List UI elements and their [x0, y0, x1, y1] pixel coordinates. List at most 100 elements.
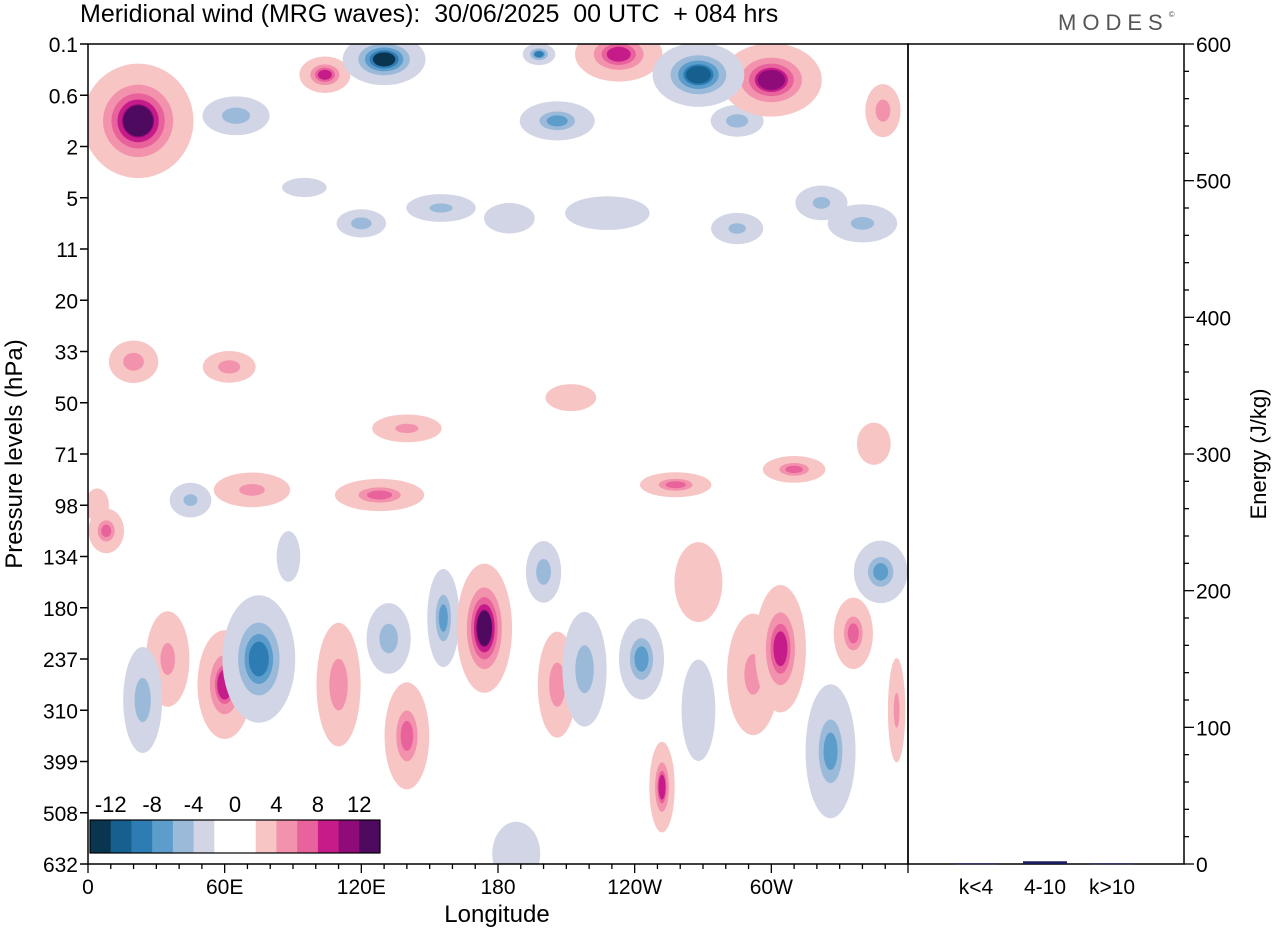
energy-bar [954, 863, 998, 865]
positive-wind-contour [856, 422, 891, 465]
negative-wind-contour [823, 732, 838, 770]
negative-wind-contour [222, 107, 251, 124]
colorbar-frame [89, 819, 381, 854]
colorbar-swatch [297, 820, 319, 853]
positive-wind-contour [476, 610, 492, 646]
positive-wind-contour [239, 484, 265, 496]
pressure-tick-label: 98 [55, 495, 78, 518]
energy-bar [1023, 861, 1067, 864]
pressure-tick-label: 11 [56, 239, 78, 262]
positive-wind-contour [893, 692, 900, 728]
positive-wind-contour [847, 623, 859, 644]
positive-wind-contour [658, 774, 666, 800]
colorbar-swatch [255, 820, 277, 853]
pressure-tick-label: 5 [66, 188, 78, 211]
negative-wind-contour [546, 115, 568, 127]
positive-wind-contour [123, 105, 154, 137]
colorbar-swatch [276, 820, 298, 853]
positive-wind-contour [606, 46, 631, 62]
energy-tick-label: 100 [1196, 717, 1231, 740]
energy-tick-label: 200 [1196, 581, 1231, 604]
longitude-axis-label: Longitude [444, 901, 549, 928]
negative-wind-contour [372, 52, 396, 67]
logo-text: MODES [1058, 10, 1169, 35]
pressure-tick-label: 237 [43, 649, 78, 672]
positive-wind-contour [545, 384, 597, 412]
pressure-tick-label: 71 [55, 444, 78, 467]
pressure-axis-label: Pressure levels (hPa) [1, 339, 28, 568]
negative-wind-contour [685, 66, 711, 84]
pressure-axis: 0.1 0.6 2 5 11 20 33 50 71 98 134 180 237 310 399 508 63… [43, 34, 88, 877]
longitude-tick-label: 60E [206, 876, 243, 899]
positive-wind-contour [785, 465, 803, 474]
negative-wind-contour [248, 641, 269, 677]
colorbar-swatch [110, 820, 132, 853]
energy-tick-label: 600 [1196, 34, 1231, 57]
negative-wind-contour [438, 604, 448, 632]
pressure-tick-label: 0.6 [49, 85, 78, 108]
colorbar-label: -8 [142, 792, 162, 817]
pressure-tick-label: 33 [55, 342, 78, 365]
colorbar-label: 8 [312, 792, 324, 817]
colorbar-label: -12 [95, 792, 127, 817]
negative-wind-contour [484, 203, 535, 234]
negative-wind-contour [282, 177, 327, 198]
energy-axis: 0 100 200 300 400 500 600 [1184, 34, 1231, 877]
colorbar-label: -4 [184, 792, 204, 817]
positive-wind-contour [218, 360, 241, 374]
negative-wind-contour [134, 677, 151, 723]
pressure-tick-label: 508 [43, 803, 78, 826]
colorbar-label: 4 [270, 792, 282, 817]
pressure-tick-label: 20 [55, 290, 78, 313]
pressure-tick-label: 2 [66, 137, 78, 160]
negative-wind-contour [728, 223, 746, 234]
energy-tick-label: 300 [1196, 444, 1231, 467]
negative-wind-contour [183, 494, 198, 506]
negative-wind-contour [536, 558, 551, 585]
colorbar-label: 12 [347, 792, 371, 817]
energy-categories: k<4 4-10 k>10 [959, 876, 1135, 899]
colorbar-swatch [90, 820, 112, 853]
energy-category-label: 4-10 [1024, 876, 1066, 899]
positive-wind-contour [773, 631, 788, 667]
pressure-tick-label: 632 [43, 854, 78, 877]
positive-wind-contour [123, 352, 144, 371]
negative-wind-contour [873, 563, 889, 581]
colorbar-swatch [172, 820, 195, 853]
energy-category-label: k>10 [1089, 876, 1135, 899]
negative-wind-contour [429, 203, 453, 213]
negative-wind-contour [350, 217, 372, 230]
energy-bar [1090, 863, 1134, 865]
positive-wind-contour [101, 524, 112, 538]
energy-tick-label: 400 [1196, 307, 1231, 330]
colorbar-swatch [359, 820, 381, 853]
positive-wind-contour [400, 720, 414, 751]
chart-title: Meridional wind (MRG waves): 30/06/2025 … [80, 0, 779, 28]
negative-wind-contour [565, 196, 650, 231]
negative-wind-contour [681, 659, 716, 761]
energy-tick-label: 0 [1196, 854, 1208, 877]
negative-wind-contour [634, 646, 649, 672]
modes-logo: MODES© [1058, 10, 1175, 35]
colorbar-swatch [214, 820, 236, 853]
positive-wind-contour [674, 542, 723, 623]
colorbar-swatch [235, 820, 257, 853]
longitude-tick-label: 0 [82, 876, 94, 899]
negative-wind-contour [276, 531, 301, 582]
pressure-tick-label: 50 [55, 393, 78, 416]
negative-wind-contour [575, 645, 594, 694]
pressure-tick-label: 399 [43, 752, 78, 775]
pressure-tick-label: 0.1 [49, 34, 78, 57]
colorbar-swatch [338, 820, 360, 853]
longitude-tick-label: 120E [337, 876, 386, 899]
negative-wind-contour [379, 623, 398, 654]
energy-bars [954, 861, 1134, 865]
colorbar-label: 0 [229, 792, 241, 817]
positive-wind-contour [317, 69, 332, 80]
longitude-axis: 0 60E 120E 180 120W 60W [82, 864, 909, 899]
negative-wind-contour [726, 114, 749, 128]
pressure-tick-label: 134 [43, 547, 78, 570]
longitude-tick-label: 180 [480, 876, 515, 899]
positive-wind-contour [665, 481, 686, 489]
